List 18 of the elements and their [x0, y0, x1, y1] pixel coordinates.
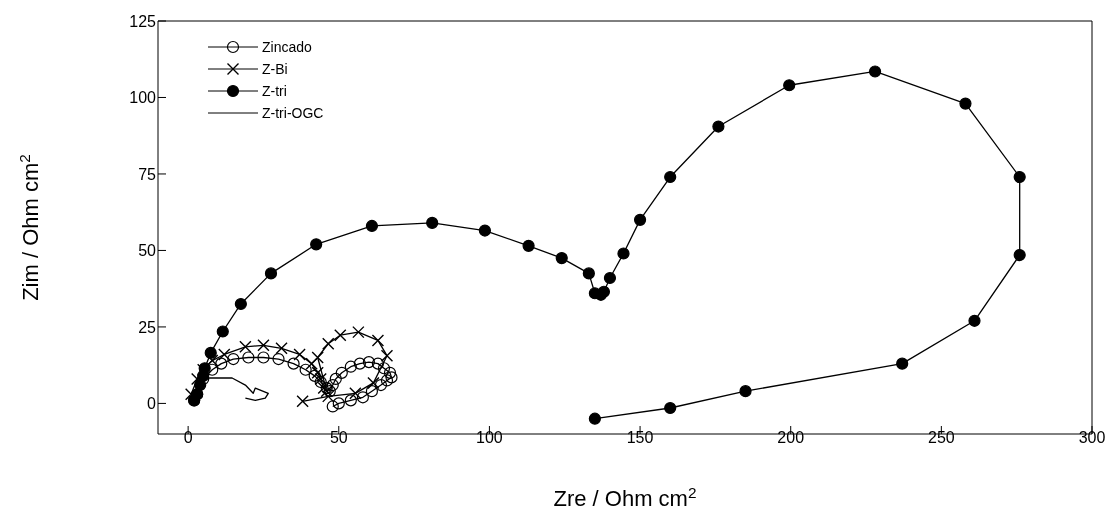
- x-tick-label: 0: [183, 429, 193, 447]
- legend-label: Z-tri-OGC: [262, 105, 324, 121]
- y-tick-label: 125: [129, 12, 157, 30]
- y-tick-label: 25: [138, 318, 157, 336]
- x-tick-label: 50: [329, 429, 348, 447]
- x-tick-label: 150: [626, 429, 654, 447]
- x-axis-title: Zre / Ohm cm$^{2}$: [553, 483, 697, 511]
- y-tick-label: 0: [147, 395, 157, 413]
- x-tick-label: 300: [1078, 429, 1106, 447]
- y-tick-label: 50: [138, 242, 157, 260]
- legend-label: Z-Bi: [262, 61, 288, 77]
- legend-label: Zincado: [262, 39, 312, 55]
- y-tick-label: 75: [138, 165, 157, 183]
- x-tick-label: 100: [476, 429, 503, 447]
- y-tick-label: 100: [129, 89, 157, 107]
- x-tick-label: 250: [928, 429, 955, 447]
- x-tick-label: 200: [777, 429, 805, 447]
- legend-label: Z-tri: [262, 83, 287, 99]
